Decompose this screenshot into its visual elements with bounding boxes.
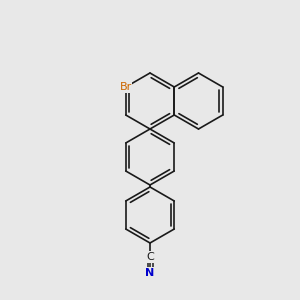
Text: C: C: [146, 252, 154, 262]
Text: Br: Br: [120, 82, 132, 92]
Text: N: N: [146, 268, 154, 278]
